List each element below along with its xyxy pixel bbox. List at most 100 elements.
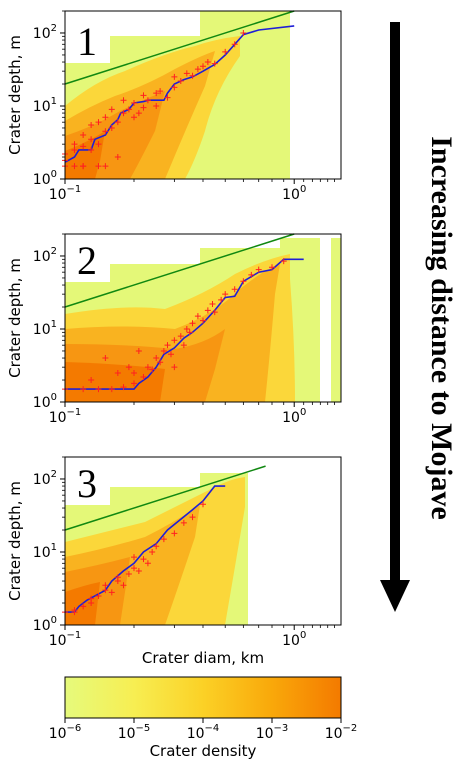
scatter-point: [222, 291, 229, 298]
scatter-point: [200, 63, 206, 70]
scatter-point: [164, 94, 171, 101]
scatter-point: [88, 595, 95, 602]
y-tick-label: 102: [33, 469, 57, 488]
tick-exponent: −1: [67, 630, 82, 641]
colorbar-gradient: [64, 676, 342, 719]
scatter-point: [125, 364, 132, 371]
y-tick-label: 101: [33, 96, 57, 115]
scatter-point: [71, 163, 78, 170]
scatter-point: [177, 77, 184, 84]
scatter-point: [114, 574, 121, 581]
scatter-point: [131, 380, 137, 387]
x-tick-label: 10−1: [49, 184, 82, 203]
scatter-point: [157, 88, 164, 95]
scatter-point: [200, 317, 206, 324]
colorbar-tick-label: 10−3: [256, 723, 289, 742]
median-line: [65, 258, 304, 390]
scatter-point: [140, 373, 147, 380]
scatter-point: [177, 333, 184, 340]
scatter-point: [180, 519, 187, 526]
scatter-point: [120, 384, 127, 391]
scatter-point: [144, 364, 151, 371]
scatter-point: [160, 347, 167, 354]
tick-exponent: 0: [51, 169, 57, 180]
tick-exponent: −2: [343, 723, 358, 734]
scatter-point: [125, 570, 132, 577]
scatter-point: [131, 369, 137, 376]
scatter-point: [114, 369, 121, 376]
scatter-point: [171, 84, 178, 91]
scatter-point: [144, 97, 151, 104]
scatter-point: [95, 386, 102, 393]
scatter-point: [140, 104, 147, 111]
median-curve: [65, 485, 226, 613]
tick-base: 10: [118, 726, 136, 742]
scatter-point: [114, 154, 121, 161]
tick-base: 10: [33, 618, 51, 634]
scatter-point: [200, 501, 206, 508]
scatter-point: [211, 60, 218, 67]
side-label: Increasing distance to Mojave: [425, 136, 458, 520]
scatter-point: [135, 567, 142, 574]
tick-exponent: 1: [51, 542, 57, 553]
scatter-point: [149, 366, 156, 373]
colorbar-tick-label: 10−5: [118, 723, 151, 742]
x-tick-label: 100: [282, 407, 306, 426]
tick-exponent: 2: [51, 246, 57, 257]
y-tick-label: 102: [33, 246, 57, 265]
scatter-point: [120, 582, 127, 589]
scatter-point: [164, 342, 171, 349]
scatter-point: [269, 264, 275, 271]
x-axis-label: Crater diam, km: [142, 649, 264, 667]
tick-exponent: 1: [51, 96, 57, 107]
scatter-point: [180, 342, 187, 349]
y-tick-label: 101: [33, 319, 57, 338]
density-heatmap: [65, 238, 341, 402]
tick-base: 10: [49, 726, 67, 742]
scatter-point: [204, 59, 211, 66]
tick-base: 10: [33, 322, 51, 338]
scatter-point: [144, 560, 151, 567]
colorbar-tick-label: 10−2: [325, 723, 358, 742]
scatter-point: [95, 592, 102, 599]
scatter-point: [80, 386, 87, 393]
tick-exponent: 0: [300, 407, 306, 418]
scatter-point: [80, 132, 87, 139]
scatter-point: [131, 554, 137, 561]
x-tick-label: 10−1: [49, 407, 82, 426]
tick-base: 10: [325, 726, 343, 742]
tick-exponent: −1: [67, 184, 82, 195]
tick-exponent: 0: [300, 630, 306, 641]
scatter-points: [62, 258, 287, 393]
tick-exponent: 0: [300, 184, 306, 195]
scatter-point: [167, 351, 174, 358]
scatter-point: [71, 146, 78, 153]
y-tick-label: 100: [33, 392, 57, 411]
scatter-point: [186, 329, 193, 336]
distance-arrow: [380, 22, 410, 612]
scatter-point: [88, 136, 95, 143]
scatter-point: [189, 320, 196, 327]
scatter-point: [171, 73, 178, 80]
scatter-point: [108, 589, 115, 596]
x-axis-ticks: 10−1 100: [49, 402, 335, 426]
scatter-point: [80, 163, 87, 170]
tick-base: 10: [49, 633, 67, 649]
tick-exponent: −1: [67, 407, 82, 418]
tick-base: 10: [33, 99, 51, 115]
scatter-point: [114, 119, 121, 126]
scatter-point: [131, 114, 137, 121]
scatter-point: [211, 309, 218, 316]
scatter-point: [183, 70, 190, 77]
tick-exponent: −3: [274, 723, 289, 734]
scatter-point: [80, 143, 87, 150]
scatter-point: [153, 543, 160, 550]
scatter-point: [280, 258, 287, 265]
colorbar: 10−6 10−5 10−4 10−3 10−2 Crater density: [49, 676, 358, 760]
scatter-point: [120, 110, 127, 117]
